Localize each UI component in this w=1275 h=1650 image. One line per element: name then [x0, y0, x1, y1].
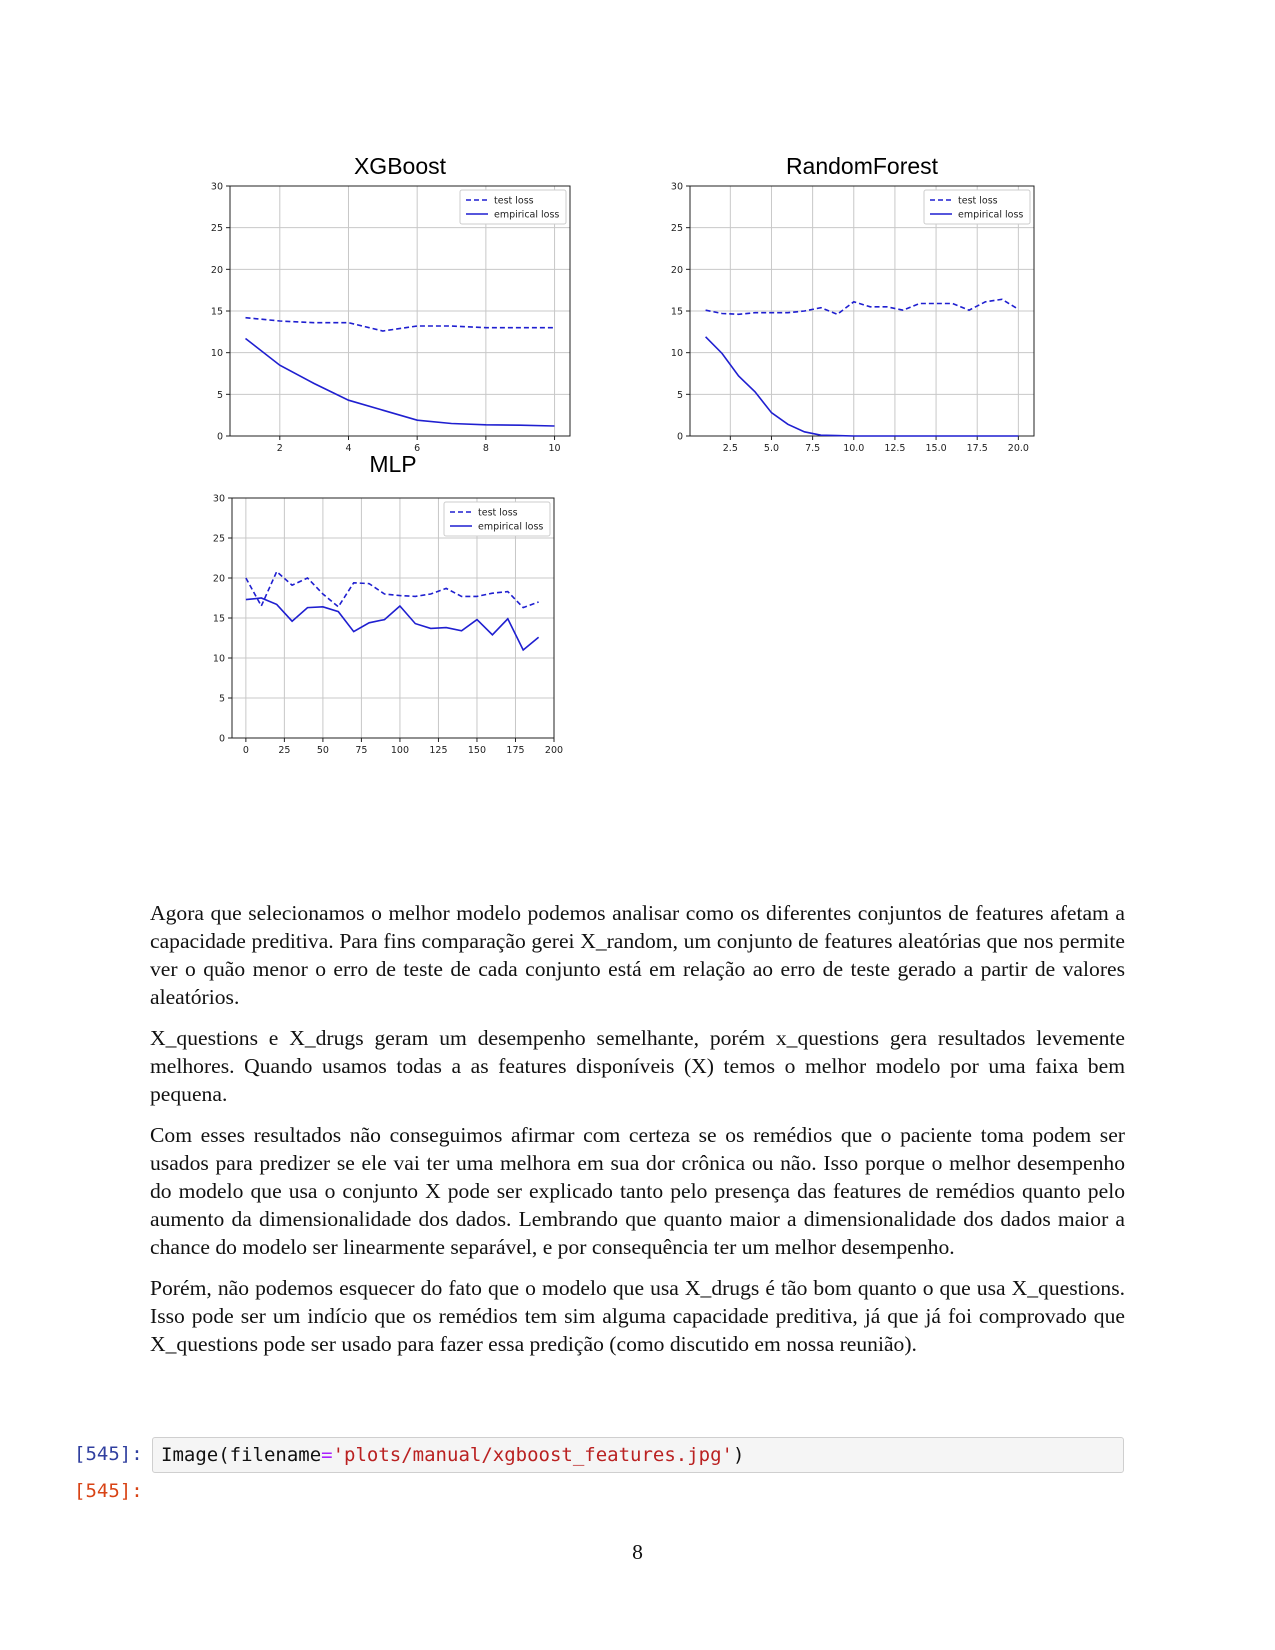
paragraph-3: Com esses resultados não conseguimos afi… [150, 1123, 1125, 1259]
y-tick-label: 15 [671, 307, 683, 318]
x-tick-label: 20.0 [1008, 443, 1029, 454]
series-test-loss [705, 298, 1019, 316]
y-tick-label: 0 [677, 432, 683, 443]
y-tick-label: 30 [671, 182, 683, 193]
chart-title: XGBoost [354, 153, 447, 179]
series-test-loss [245, 316, 555, 332]
paragraph-4: Porém, não podemos esquecer do fato que … [150, 1276, 1125, 1356]
chart-randomforest: RandomForest 2.5 5.0 7.5 10.0 12.5 15.0 17.5 20.… [660, 150, 1080, 480]
chart-xgboost-svg: XGBoost 2 4 6 8 10 0 5 10 15 20 25 30 test loss empiri… [211, 153, 571, 454]
chart-mlp: MLP 0 25 50 75 100 125 150 175 200 0 5 10 15 20 25 30 tes… [200, 451, 600, 808]
x-tick-label: 75 [355, 745, 367, 756]
chart-title: MLP [369, 451, 416, 477]
legend-label: empirical loss [958, 210, 1023, 221]
legend-label: empirical loss [478, 522, 543, 533]
y-tick-label: 5 [217, 390, 223, 401]
x-tick-label: 2 [277, 443, 283, 454]
x-tick-label: 10 [548, 443, 560, 454]
y-tick-label: 5 [677, 390, 683, 401]
y-tick-label: 5 [219, 694, 225, 705]
y-tick-label: 30 [213, 494, 225, 505]
legend-label: empirical loss [494, 210, 559, 221]
chart-xgboost: XGBoost 2 4 6 8 10 0 5 10 15 20 25 30 test loss empiri… [200, 150, 600, 480]
x-tick-label: 200 [545, 745, 563, 756]
paragraph-1: Agora que selecionamos o melhor modelo p… [150, 901, 1125, 1009]
series-test-loss [245, 570, 539, 609]
code-cell[interactable]: Image(filename='plots/manual/xgboost_fea… [152, 1437, 1124, 1473]
series-empirical-loss [245, 337, 555, 427]
code-line: Image(filename='plots/manual/xgboost_fea… [161, 1444, 744, 1466]
legend-label: test loss [958, 196, 998, 207]
x-tick-label: 0 [243, 745, 249, 756]
y-tick-label: 10 [211, 348, 223, 359]
y-tick-label: 20 [671, 265, 683, 276]
x-tick-label: 12.5 [884, 443, 905, 454]
page-number: 8 [632, 1540, 643, 1564]
code-end: ) [732, 1444, 745, 1466]
y-tick-label: 25 [671, 223, 683, 234]
output-prompt: [545]: [74, 1480, 143, 1502]
x-tick-label: 15.0 [925, 443, 946, 454]
x-tick-label: 4 [345, 443, 351, 454]
x-tick-label: 8 [483, 443, 489, 454]
series-empirical-loss [245, 597, 540, 652]
y-tick-label: 30 [211, 182, 223, 193]
body-text: Agora que selecionamos o melhor modelo p… [150, 899, 1125, 1371]
y-tick-label: 10 [671, 348, 683, 359]
y-tick-label: 10 [213, 654, 225, 665]
x-tick-label: 7.5 [805, 443, 820, 454]
code-func: Image(filename [161, 1444, 322, 1466]
x-tick-label: 125 [429, 745, 447, 756]
y-tick-label: 0 [217, 432, 223, 443]
x-tick-label: 2.5 [723, 443, 738, 454]
paragraph-2: X_questions e X_drugs geram um desempenh… [150, 1026, 1125, 1106]
x-tick-label: 50 [317, 745, 329, 756]
y-tick-label: 20 [213, 574, 225, 585]
y-tick-label: 25 [211, 223, 223, 234]
legend-box [923, 189, 1031, 225]
y-tick-label: 15 [213, 614, 225, 625]
x-tick-label: 100 [391, 745, 409, 756]
x-tick-label: 25 [278, 745, 290, 756]
chart-randomforest-svg: RandomForest 2.5 5.0 7.5 10.0 12.5 15.0 17.5 20.… [671, 153, 1035, 454]
legend-label: test loss [494, 196, 534, 207]
chart-mlp-svg: MLP 0 25 50 75 100 125 150 175 200 0 5 10 15 20 25 30 tes… [213, 451, 563, 756]
x-tick-label: 10.0 [843, 443, 864, 454]
y-tick-label: 15 [211, 307, 223, 318]
y-tick-label: 25 [213, 534, 225, 545]
series-empirical-loss [705, 336, 1019, 437]
x-tick-label: 6 [414, 443, 420, 454]
code-operator: = [321, 1444, 333, 1466]
legend-box [443, 501, 551, 537]
input-prompt: [545]: [74, 1443, 143, 1465]
x-tick-label: 17.5 [967, 443, 988, 454]
legend-label: test loss [478, 508, 518, 519]
y-tick-label: 20 [211, 265, 223, 276]
y-tick-label: 0 [219, 734, 225, 745]
x-tick-label: 175 [506, 745, 524, 756]
legend-box [459, 189, 567, 225]
x-tick-label: 5.0 [764, 443, 779, 454]
x-tick-label: 150 [468, 745, 486, 756]
code-string: 'plots/manual/xgboost_features.jpg' [332, 1444, 733, 1466]
chart-title: RandomForest [786, 153, 939, 179]
